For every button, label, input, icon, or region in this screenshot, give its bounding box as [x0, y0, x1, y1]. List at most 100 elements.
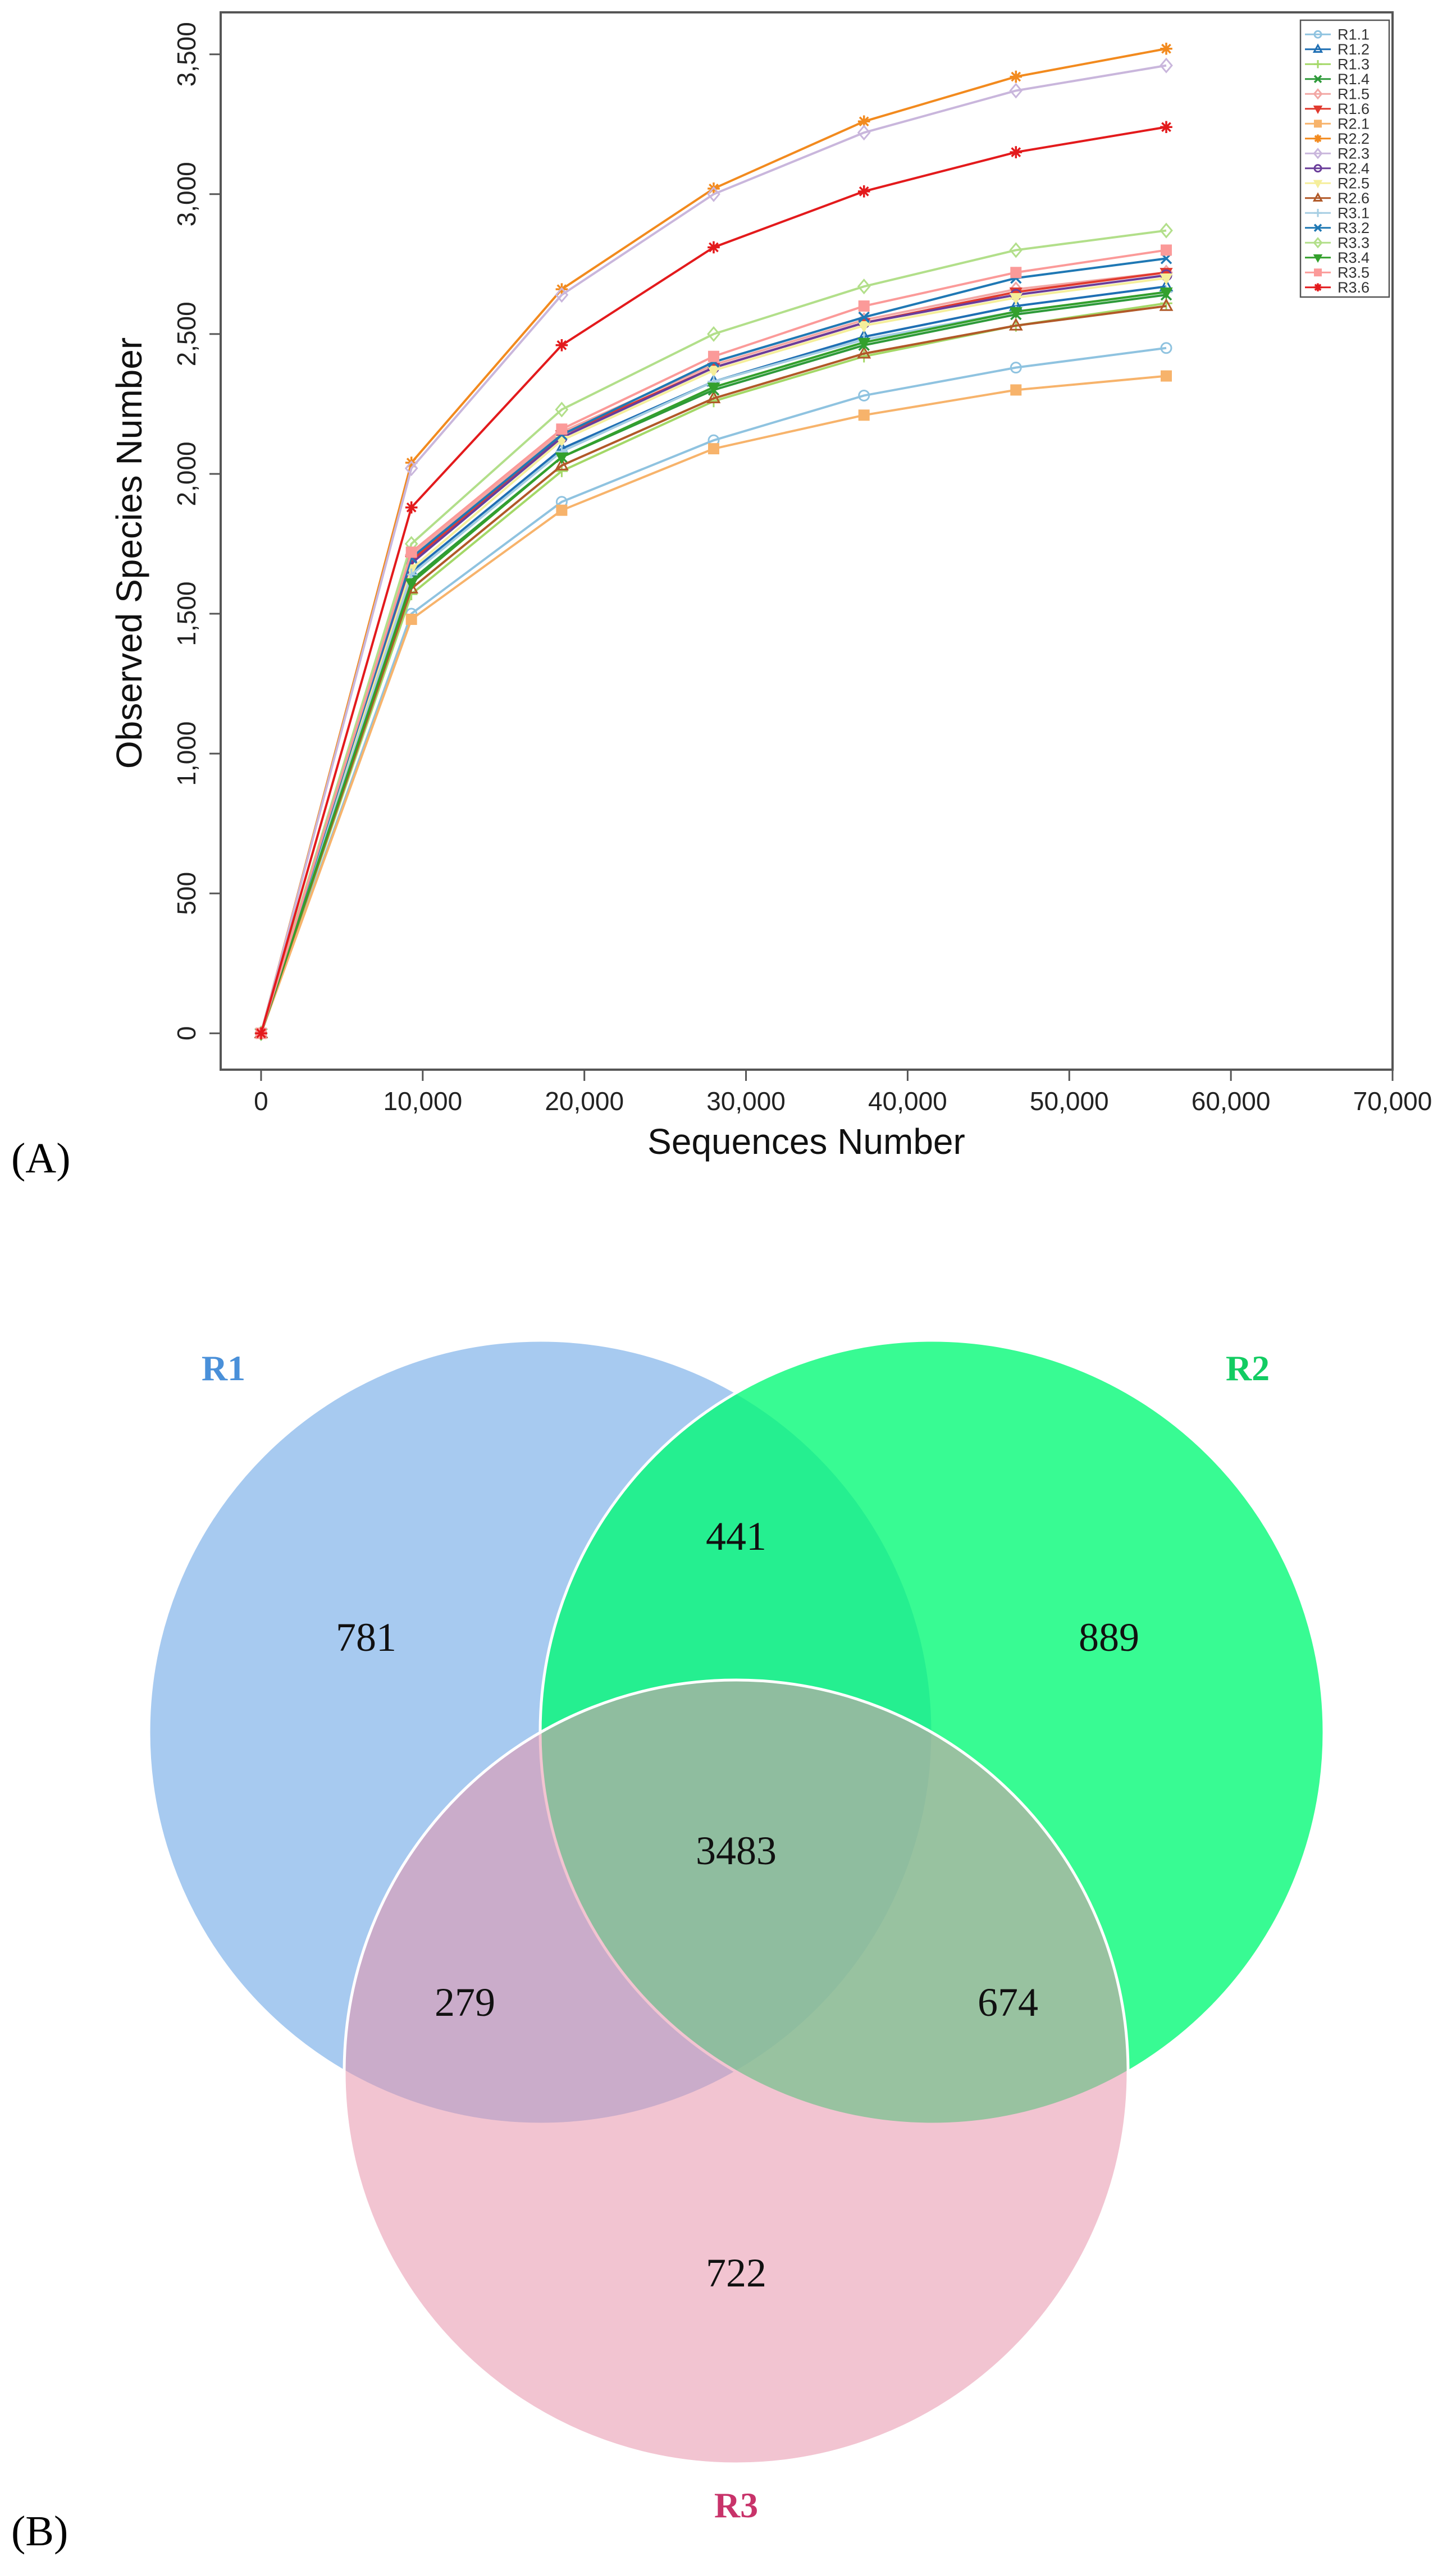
data-point-r2-1	[858, 409, 870, 421]
legend-item: R2.1	[1305, 115, 1370, 132]
y-tick-label: 0	[172, 1026, 201, 1040]
legend-label: R2.5	[1338, 175, 1370, 191]
data-point-r2-3	[707, 186, 720, 202]
x-axis-title: Sequences Number	[647, 1121, 965, 1162]
y-tick-label: 3,500	[172, 22, 201, 86]
x-tick-label: 10,000	[383, 1087, 462, 1116]
data-point-r3-6	[255, 1027, 267, 1040]
data-point-r2-5	[857, 321, 871, 333]
venn-set-label-r2: R2	[1226, 1348, 1270, 1388]
data-point-r3-6	[708, 241, 720, 254]
y-tick-label: 2,000	[172, 441, 201, 506]
series-r2-1	[255, 370, 1172, 1039]
legend-item: R1.5	[1305, 85, 1370, 102]
rarefaction-chart: 0 500 1,000 1,500 2,000 2,500 3,000 3,500 0 10,0…	[109, 11, 1432, 1162]
y-axis: 0 500 1,000 1,500 2,000 2,500 3,000 3,500	[172, 22, 221, 1040]
series-line-r3-3	[260, 229, 1167, 1034]
legend-marker	[1314, 268, 1322, 277]
legend-item: R2.5	[1305, 175, 1370, 191]
data-point-r3-5	[556, 423, 568, 435]
legend-marker	[1313, 105, 1323, 115]
legend-item: R2.3	[1305, 145, 1370, 162]
data-point-r2-1	[1010, 384, 1022, 396]
x-tick-label: 70,000	[1353, 1087, 1432, 1116]
x-tick-label: 30,000	[706, 1087, 786, 1116]
legend-label: R2.2	[1338, 130, 1370, 147]
x-axis: 0 10,000 20,000 30,000 40,000 50,000 60,000 70,…	[254, 1070, 1432, 1116]
legend-marker	[1313, 254, 1323, 263]
venn-count-r1-r3: 279	[435, 1980, 495, 2025]
data-point-r3-4	[857, 337, 871, 350]
data-point-r2-1	[556, 504, 568, 516]
data-point-r3-2	[858, 311, 870, 323]
data-point-r3-6	[555, 339, 568, 352]
legend-marker	[1313, 148, 1323, 159]
legend-label: R3.4	[1338, 249, 1370, 266]
data-point-r1-1	[1010, 362, 1022, 374]
data-point-r1-1	[1160, 342, 1172, 354]
legend-marker	[1314, 120, 1322, 128]
legend-box	[1299, 19, 1390, 298]
data-point-r3-3	[1160, 222, 1173, 239]
data-point-r3-4	[1009, 307, 1023, 319]
data-point-r2-1	[708, 443, 719, 455]
legend-marker	[1313, 223, 1322, 232]
data-point-r3-3	[555, 401, 569, 418]
data-point-r2-6	[706, 390, 721, 404]
data-point-r3-5	[708, 350, 719, 362]
legend-marker	[1313, 237, 1323, 249]
data-point-r1-3	[555, 465, 568, 477]
legend-item: R1.3	[1305, 56, 1370, 72]
data-point-r2-2	[857, 115, 870, 128]
data-point-r2-5	[1009, 293, 1023, 305]
data-point-r2-6	[1008, 318, 1023, 331]
legend-marker	[1312, 192, 1323, 202]
venn-set-label-r1: R1	[202, 1348, 245, 1388]
legend-label: R3.1	[1338, 204, 1370, 221]
data-point-r2-3	[404, 460, 418, 477]
legend-item: R3.5	[1305, 264, 1370, 281]
plot-frame	[220, 11, 1394, 1071]
data-point-r2-3	[555, 287, 569, 303]
legend-item: R3.2	[1305, 220, 1370, 236]
legend-label: R1.2	[1338, 41, 1370, 58]
legend-item: R2.2	[1305, 130, 1370, 147]
legend-item: R1.4	[1305, 71, 1370, 88]
data-point-r3-3	[857, 279, 871, 295]
data-point-r2-5	[1160, 273, 1173, 286]
data-point-r3-6	[1160, 121, 1172, 134]
y-tick-label: 1,500	[172, 581, 201, 646]
series-r3-6	[255, 121, 1172, 1040]
legend-item: R3.3	[1305, 234, 1370, 251]
data-point-r3-5	[1160, 244, 1172, 256]
y-tick-label: 1,000	[172, 722, 201, 786]
y-axis-title: Observed Species Number	[109, 337, 149, 769]
x-tick-label: 50,000	[1030, 1087, 1109, 1116]
data-point-r3-5	[1010, 267, 1022, 279]
legend-label: R3.3	[1338, 234, 1370, 251]
data-point-r2-6	[554, 458, 569, 471]
data-point-r3-3	[1009, 242, 1023, 258]
data-point-r2-6	[404, 581, 419, 594]
x-tick-label: 60,000	[1192, 1087, 1271, 1116]
legend-item: R1.1	[1305, 26, 1370, 43]
legend-label: R2.4	[1338, 160, 1370, 177]
legend-item: R2.6	[1305, 190, 1370, 207]
data-point-r2-3	[1160, 57, 1173, 74]
venn-count-r1-r2: 441	[706, 1514, 766, 1559]
legend-item: R3.4	[1305, 249, 1370, 266]
venn-count-r2-r3: 674	[978, 1980, 1038, 2025]
legend-marker	[1313, 75, 1322, 83]
data-point-r2-1	[405, 613, 417, 625]
data-point-r2-3	[857, 125, 871, 141]
y-tick-label: 3,000	[172, 162, 201, 226]
data-point-r2-3	[1009, 83, 1023, 99]
y-tick-label: 500	[172, 872, 201, 915]
data-point-r2-2	[1010, 70, 1023, 83]
legend-label: R1.3	[1338, 56, 1370, 72]
x-tick-label: 0	[254, 1087, 268, 1116]
data-point-r3-5	[405, 546, 417, 558]
legend-item: R1.2	[1305, 41, 1370, 58]
legend-marker	[1313, 60, 1322, 69]
